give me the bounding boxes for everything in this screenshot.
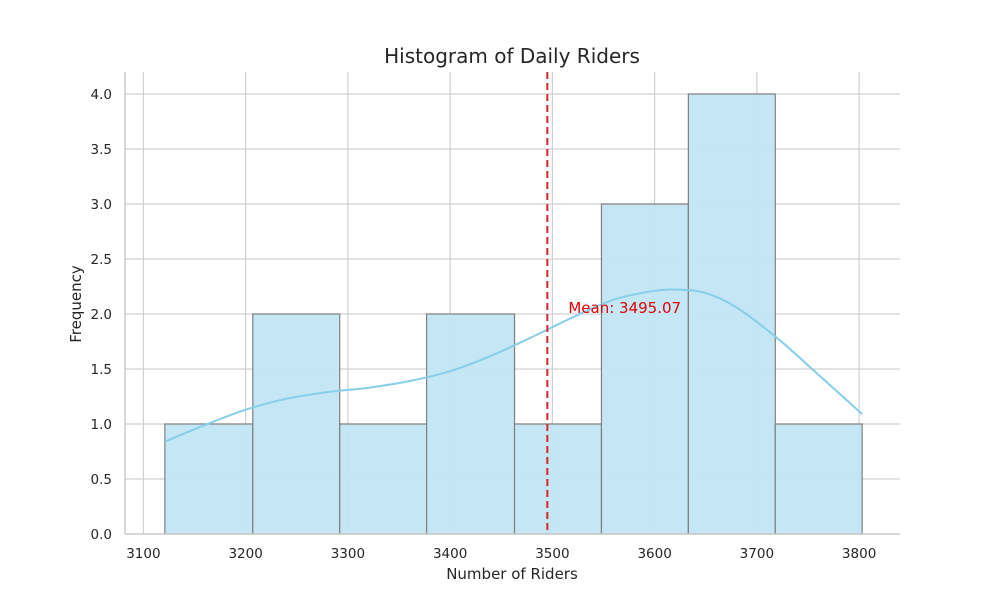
histogram-bar bbox=[774, 423, 863, 535]
histogram-bar bbox=[513, 423, 603, 535]
y-tick-label: 2.5 bbox=[91, 252, 112, 268]
y-axis-label: Frequency bbox=[67, 265, 85, 343]
x-tick-label: 3800 bbox=[842, 546, 876, 562]
y-tick-labels: 0.0 0.5 1.0 1.5 2.0 2.5 3.0 3.5 4.0 bbox=[91, 87, 112, 543]
x-tick-label: 3100 bbox=[126, 546, 160, 562]
y-tick-label: 2.0 bbox=[91, 307, 112, 323]
x-tick-label: 3400 bbox=[433, 546, 467, 562]
y-tick-label: 4.0 bbox=[91, 87, 112, 103]
histogram-bar bbox=[600, 203, 689, 535]
y-tick-label: 3.5 bbox=[91, 142, 112, 158]
axes bbox=[124, 72, 900, 535]
x-tick-label: 3600 bbox=[637, 546, 671, 562]
mean-label: Mean: 3495.07 bbox=[568, 299, 681, 317]
y-tick-label: 1.0 bbox=[91, 417, 112, 433]
kde-curve bbox=[164, 288, 863, 443]
histogram-bar bbox=[426, 313, 516, 535]
y-tick-label: 3.0 bbox=[91, 197, 112, 213]
y-tick-label: 1.5 bbox=[91, 362, 112, 378]
y-tick-label: 0.0 bbox=[91, 527, 112, 543]
x-tick-labels: 3100 3200 3300 3400 3500 3600 3700 3800 bbox=[126, 546, 876, 562]
x-tick-label: 3500 bbox=[535, 546, 569, 562]
x-tick-label: 3700 bbox=[740, 546, 774, 562]
kde-curve-layer bbox=[164, 288, 863, 443]
x-tick-label: 3300 bbox=[331, 546, 365, 562]
histogram-bar bbox=[252, 313, 341, 535]
histogram-bar bbox=[339, 423, 428, 535]
histogram-bars bbox=[164, 93, 863, 535]
y-tick-label: 0.5 bbox=[91, 472, 112, 488]
histogram-bar bbox=[164, 423, 254, 535]
x-axis-label: Number of Riders bbox=[446, 565, 578, 583]
mean-layer: Mean: 3495.07 bbox=[546, 72, 681, 534]
histogram-bar bbox=[687, 93, 776, 535]
x-tick-label: 3200 bbox=[228, 546, 262, 562]
chart-title: Histogram of Daily Riders bbox=[384, 44, 640, 68]
